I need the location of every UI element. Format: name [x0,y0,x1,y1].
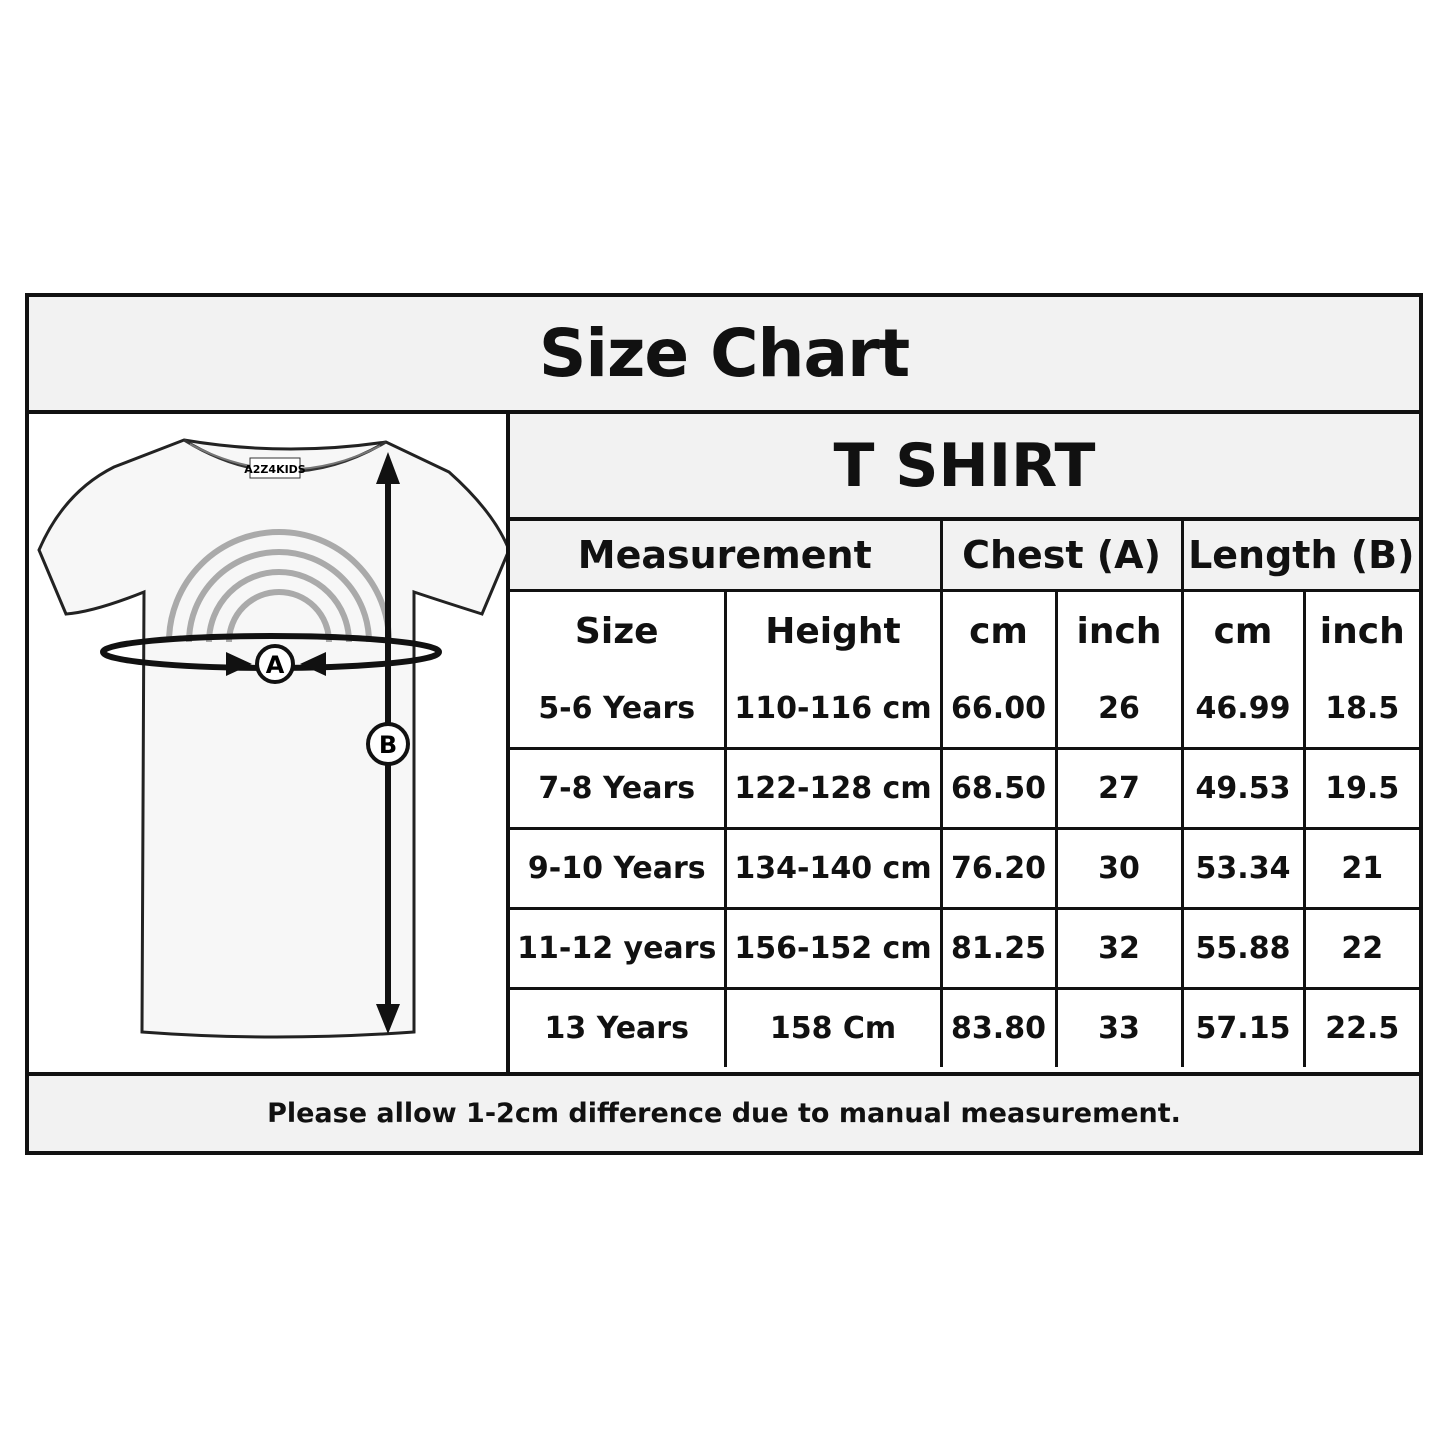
marker-b: B [379,731,397,759]
cell-chest-cm: 83.80 [939,987,1058,1067]
cell-chest-cm: 66.00 [939,670,1058,750]
cell-height: 110-116 cm [723,670,943,750]
table-row: 9-10 Years 134-140 cm 76.20 30 53.34 21 [510,827,1420,910]
cell-size: 5-6 Years [510,670,727,750]
cell-length-inch: 19.5 [1302,747,1420,830]
cell-height: 158 Cm [723,987,943,1067]
cell-chest-inch: 33 [1054,987,1184,1067]
header-length-inch: inch [1302,589,1420,670]
size-chart: Size Chart A B A2Z4KIDS T SHIR [25,293,1423,1155]
cell-length-inch: 21 [1302,827,1420,910]
cell-length-inch: 22.5 [1302,987,1420,1067]
cell-length-inch: 18.5 [1302,670,1420,750]
header-measurement: Measurement [510,521,943,592]
cell-chest-inch: 30 [1054,827,1184,910]
header-length: Length (B) [1180,521,1420,592]
table-row: 11-12 years 156-152 cm 81.25 32 55.88 22 [510,907,1420,990]
brand-label: A2Z4KIDS [244,463,306,476]
table-row: 13 Years 158 Cm 83.80 33 57.15 22.5 [510,987,1420,1067]
cell-length-cm: 57.15 [1180,987,1306,1067]
cell-chest-inch: 27 [1054,747,1184,830]
sub-header-row: Size Height cm inch cm inch [510,589,1420,670]
cell-size: 9-10 Years [510,827,727,910]
header-height: Height [723,589,943,670]
measurement-note: Please allow 1-2cm difference due to man… [29,1072,1419,1151]
tshirt-drawing: A B A2Z4KIDS [37,438,506,1039]
table-row: 7-8 Years 122-128 cm 68.50 27 49.53 19.5 [510,747,1420,830]
product-title: T SHIRT [510,414,1419,521]
cell-height: 122-128 cm [723,747,943,830]
cell-length-cm: 55.88 [1180,907,1306,990]
cell-length-cm: 49.53 [1180,747,1306,830]
cell-size: 11-12 years [510,907,727,990]
page-title: Size Chart [29,297,1419,414]
cell-length-inch: 22 [1302,907,1420,990]
group-header-row: Measurement Chest (A) Length (B) [510,521,1420,592]
cell-chest-cm: 81.25 [939,907,1058,990]
header-chest-cm: cm [939,589,1058,670]
table-row: 5-6 Years 110-116 cm 66.00 26 46.99 18.5 [510,670,1420,750]
tshirt-illustration: A B A2Z4KIDS [29,414,510,1072]
cell-size: 7-8 Years [510,747,727,830]
cell-length-cm: 53.34 [1180,827,1306,910]
cell-length-cm: 46.99 [1180,670,1306,750]
header-chest: Chest (A) [939,521,1184,592]
header-size: Size [510,589,727,670]
cell-chest-inch: 26 [1054,670,1184,750]
header-length-cm: cm [1180,589,1306,670]
cell-size: 13 Years [510,987,727,1067]
header-chest-inch: inch [1054,589,1184,670]
cell-height: 134-140 cm [723,827,943,910]
size-table: Measurement Chest (A) Length (B) Size He… [510,521,1420,1067]
marker-a: A [266,651,285,679]
cell-height: 156-152 cm [723,907,943,990]
cell-chest-inch: 32 [1054,907,1184,990]
cell-chest-cm: 76.20 [939,827,1058,910]
cell-chest-cm: 68.50 [939,747,1058,830]
